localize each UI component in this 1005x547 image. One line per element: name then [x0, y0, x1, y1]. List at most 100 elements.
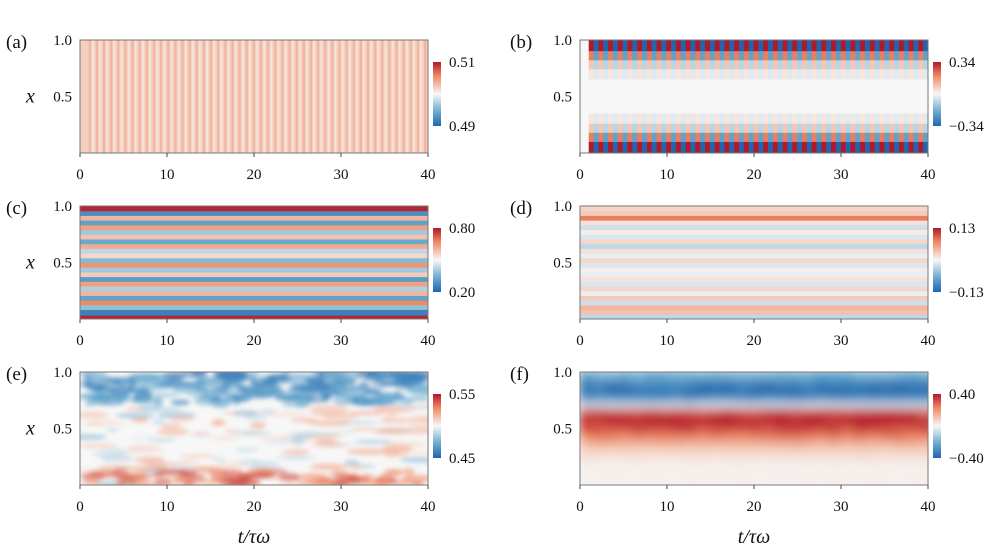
heatmap-cell: [270, 40, 273, 153]
heatmap-cell: [256, 40, 258, 153]
heatmap-cell: [853, 379, 869, 391]
heatmap-cell: [918, 141, 924, 153]
heatmap-cell: [722, 394, 738, 406]
heatmap-cell: [382, 442, 426, 447]
heatmap-cell: [603, 51, 609, 61]
heatmap-cell: [826, 401, 843, 413]
heatmap-cell: [169, 414, 195, 422]
heatmap-cell: [592, 394, 608, 406]
heatmap-cell: [220, 40, 223, 153]
heatmap-cell: [879, 113, 886, 124]
x-axis: 0 10 20 30 40: [76, 485, 436, 515]
heatmap-cell: [753, 40, 760, 52]
heatmap-cell: [923, 69, 928, 80]
heatmap-cell: [622, 141, 629, 153]
heatmap-cell: [729, 40, 735, 52]
x-tick-label: 0: [576, 167, 584, 183]
heatmap-cell: [281, 449, 309, 456]
heatmap-cell: [845, 141, 852, 153]
heatmap-cell: [850, 132, 857, 142]
heatmap-cell: [138, 40, 141, 153]
x-tick-label: 40: [421, 333, 436, 349]
heatmap-cell: [705, 69, 711, 80]
heatmap-cell: [173, 476, 207, 482]
heatmap-cell: [913, 132, 920, 142]
heatmap-cell: [787, 51, 794, 61]
heatmap-cell: [331, 391, 340, 395]
heatmap-cell: [631, 460, 647, 485]
heatmap-cell: [117, 40, 120, 153]
heatmap-cell: [646, 113, 653, 124]
heatmap-cell: [866, 408, 882, 420]
colorbar-max-label: 0.80: [449, 221, 475, 237]
heatmap-cell: [908, 51, 915, 61]
y-axis-label: x: [25, 86, 35, 108]
heatmap-cell: [813, 372, 830, 384]
x-axis: 0 10 20 30 40: [76, 153, 436, 183]
heatmap-cell: [714, 141, 721, 153]
heatmap-cell: [291, 437, 306, 445]
heatmap-cell: [671, 132, 677, 142]
heatmap-cell: [80, 253, 428, 259]
heatmap-cell: [709, 60, 716, 70]
heatmap-cell: [735, 372, 751, 384]
heatmap-cell: [605, 424, 621, 437]
heatmap-cell: [700, 113, 706, 124]
heatmap-cell: [923, 40, 928, 52]
heatmap-cell: [903, 60, 910, 70]
heatmap-cell: [908, 40, 915, 52]
heatmap-c: [80, 206, 428, 319]
heatmap-cell: [782, 51, 789, 61]
heatmap-cell: [249, 421, 267, 429]
heatmap-cell: [840, 432, 856, 445]
heatmap-cell: [894, 141, 900, 153]
heatmap-cell: [772, 123, 779, 133]
heatmap-cell: [690, 141, 697, 153]
heatmap-cell: [657, 424, 673, 437]
heatmap-cell: [88, 470, 121, 478]
heatmap-cell: [800, 394, 817, 406]
heatmap-cell: [612, 60, 619, 70]
heatmap-cell: [821, 51, 827, 61]
heatmap-cell: [152, 40, 156, 153]
heatmap-cell: [603, 141, 609, 153]
heatmap-cell: [605, 432, 621, 445]
heatmap-cell: [675, 40, 682, 52]
heatmap-cell: [392, 390, 402, 401]
heatmap-cell: [593, 113, 600, 124]
panel-a: 0 10 20 30 40 1.0 0.5 x (a) 0.51 0.49: [6, 32, 475, 183]
heatmap-cell: [80, 248, 428, 254]
heatmap-cell: [278, 473, 302, 482]
heatmap-cell: [918, 123, 924, 133]
heatmap-cell: [644, 394, 660, 406]
heatmap-cell: [850, 69, 857, 80]
heatmap-cell: [774, 401, 791, 413]
heatmap-cell: [410, 383, 428, 394]
heatmap-cell: [622, 60, 629, 70]
heatmap-cell: [144, 407, 183, 411]
heatmap-cell: [632, 132, 638, 142]
heatmap-cell: [918, 372, 928, 384]
heatmap-cell: [813, 386, 830, 399]
heatmap-cell: [661, 113, 667, 124]
heatmap-cell: [80, 434, 107, 440]
heatmap-cell: [618, 386, 634, 399]
heatmap-cell: [580, 276, 928, 282]
panel-c: 0 10 20 30 40 1.0 0.5 x (c) 0.80 0.20: [6, 198, 475, 349]
heatmap-cell: [874, 141, 881, 153]
heatmap-cell: [913, 51, 920, 61]
heatmap-cell: [199, 40, 201, 153]
heatmap-cell: [384, 450, 400, 458]
heatmap-cell: [709, 408, 725, 420]
heatmap-cell: [646, 40, 653, 52]
heatmap-cell: [748, 69, 755, 80]
heatmap-cell: [80, 206, 428, 212]
y-axis: 1.0 0.5: [53, 33, 72, 106]
heatmap-cell: [622, 132, 629, 142]
heatmap-cell: [845, 69, 852, 80]
heatmap-f: [580, 372, 928, 485]
heatmap-field: [80, 372, 428, 485]
heatmap-cell: [709, 401, 725, 413]
heatmap-cell: [401, 474, 428, 483]
heatmap-cell: [403, 467, 415, 477]
